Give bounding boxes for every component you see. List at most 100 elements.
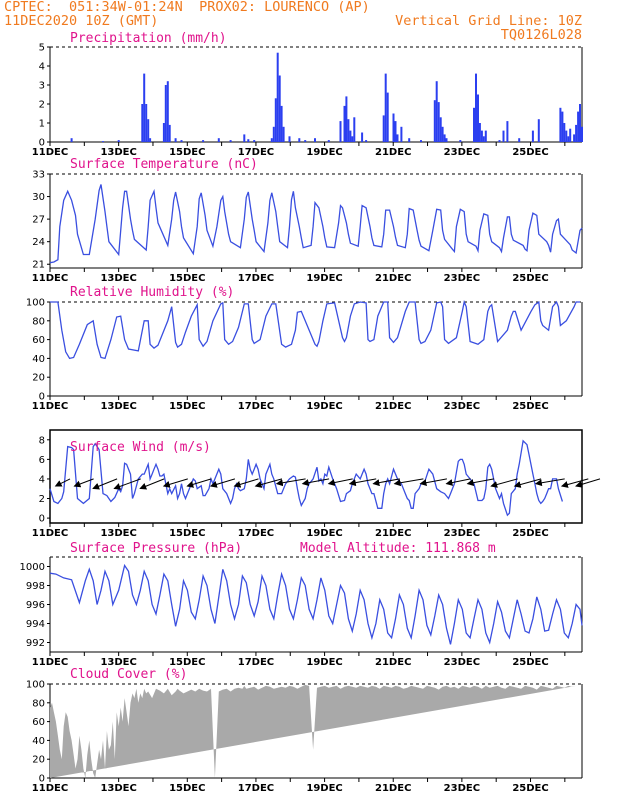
cloud-xtick-label: 21DEC <box>375 783 411 794</box>
panel-cloud: 0 20 40 60 80 100 11DEC 13DEC 15DEC 17DEC 19DEC 21D… <box>26 667 583 794</box>
precip-bar <box>408 138 411 142</box>
pres-xtick-label: 17DEC <box>238 657 274 668</box>
temp-ytick-label: 24 <box>32 237 45 248</box>
wind-vector-arrow <box>209 478 236 488</box>
wind-vector-arrow <box>534 478 565 487</box>
wind-vector-arrow <box>490 478 518 488</box>
panel-humidity: 0 20 40 60 80 100 11DEC 13DEC 15DEC 17DEC 19DEC 21D… <box>26 285 583 412</box>
precip-bar <box>339 121 342 142</box>
rh-xtick-label: 23DEC <box>444 401 480 412</box>
precip-bar <box>577 111 580 142</box>
precip-bar <box>229 140 232 142</box>
precip-bar <box>102 141 104 142</box>
precip-bar <box>280 105 283 142</box>
precip-bar <box>433 100 436 142</box>
precip-bar <box>441 126 444 142</box>
wind-series-line <box>49 439 564 517</box>
header-vertical-grid: Vertical Grid Line: 10Z <box>395 13 582 29</box>
precip-bar <box>247 139 250 142</box>
pres-title: Surface Pressure (hPa) <box>70 541 242 556</box>
precip-bar <box>361 132 364 142</box>
precip-bar <box>145 104 148 142</box>
precip-bar <box>561 111 564 142</box>
header-station-line: CPTEC: 051:34W-01:24N PROX02: LOURENCO (… <box>4 0 370 15</box>
precip-ytick-label: 1 <box>39 119 45 130</box>
temp-xtick-label: 25DEC <box>512 273 548 284</box>
temp-ytick-label: 33 <box>32 170 45 181</box>
precip-bar <box>166 81 169 142</box>
wind-xtick-label: 17DEC <box>238 528 274 539</box>
wind-ytick-label: 8 <box>39 435 45 446</box>
wind-vector-arrow <box>275 478 306 487</box>
precip-bar <box>164 85 167 142</box>
wind-ytick-label: 2 <box>39 494 45 505</box>
precip-bar <box>353 117 356 142</box>
pres-series-line <box>49 563 583 645</box>
panel-wind: 0 2 4 6 8 11DEC 13DEC 15DEC 17DEC 19DEC 21DEC 23DEC… <box>32 429 601 539</box>
pres-ytick-label: 992 <box>26 638 45 649</box>
cloud-plot: 0 20 40 60 80 100 11DEC 13DEC 15DEC 17DEC 19DEC 21D… <box>26 680 583 794</box>
wind-xtick-label: 23DEC <box>444 528 480 539</box>
header: CPTEC: 051:34W-01:24N PROX02: LOURENCO (… <box>0 0 618 46</box>
header-code: TQ0126L028 <box>500 27 582 43</box>
precip-bar <box>384 73 387 142</box>
precip-bar <box>272 126 275 142</box>
header-date-line: 11DEC2020 10Z (GMT) <box>4 13 159 29</box>
cloud-ytick-label: 0 <box>39 774 45 785</box>
wind-vector-arrow <box>348 478 377 487</box>
precip-xtick-label: 15DEC <box>169 147 205 158</box>
pres-ytick-label: 1000 <box>20 562 45 573</box>
precip-bar <box>581 126 583 142</box>
precip-bar <box>304 140 307 142</box>
temp-ytick-label: 30 <box>32 192 45 203</box>
rh-xtick-label: 17DEC <box>238 401 274 412</box>
precip-bar <box>400 126 403 142</box>
precip-xtick-label: 21DEC <box>375 147 411 158</box>
precip-bar <box>531 130 534 142</box>
precip-bar <box>382 115 385 142</box>
wind-vector-arrow <box>466 478 495 487</box>
precip-plot: 0 1 2 3 4 5 11DEC 13DEC 15DEC 17DEC 19DEC 21DEC 23DE… <box>32 43 583 158</box>
wind-vector-arrow <box>327 478 353 486</box>
rh-xtick-label: 13DEC <box>100 401 136 412</box>
rh-xtick-label: 11DEC <box>32 401 68 412</box>
cloud-ytick-label: 80 <box>32 698 45 709</box>
rh-xtick-label: 21DEC <box>375 401 411 412</box>
temp-xtick-label: 23DEC <box>444 273 480 284</box>
rh-xtick-label: 19DEC <box>306 401 342 412</box>
pres-ytick-label: 998 <box>26 581 45 592</box>
pres-xtick-label: 13DEC <box>100 657 136 668</box>
precip-bar <box>498 140 501 142</box>
precip-ytick-label: 3 <box>39 81 45 92</box>
wind-vector-arrow <box>560 478 589 488</box>
precip-bar <box>537 119 540 142</box>
temp-series-line <box>49 184 583 264</box>
wind-vector-arrow <box>445 478 471 486</box>
wind-vector-arrow <box>301 478 330 487</box>
precip-bar <box>439 117 442 142</box>
precip-bar <box>392 113 395 142</box>
precip-bar <box>563 123 566 142</box>
precip-bar <box>180 140 183 142</box>
wind-xtick-label: 21DEC <box>375 528 411 539</box>
rh-ytick-label: 0 <box>39 392 45 403</box>
wind-vector-arrow <box>513 478 542 488</box>
temp-ytick-label: 27 <box>32 215 45 226</box>
wind-vector-arrow <box>54 478 71 487</box>
wind-vector-arrow <box>139 478 165 490</box>
precip-ytick-label: 2 <box>39 100 45 111</box>
precip-bar <box>420 140 422 142</box>
temp-xtick-label: 11DEC <box>32 273 68 284</box>
precip-bar <box>478 123 481 142</box>
precip-bar <box>575 124 578 142</box>
temp-title: Surface Temperature (nC) <box>70 157 258 172</box>
precip-bar <box>274 98 277 142</box>
temp-xtick-label: 21DEC <box>375 273 411 284</box>
precip-bar <box>365 140 368 142</box>
precip-bar <box>394 121 397 142</box>
wind-vector-arrow <box>73 478 94 488</box>
wind-vector-arrow <box>575 478 601 488</box>
cloud-ytick-label: 20 <box>32 755 45 766</box>
precip-bar <box>506 121 509 142</box>
